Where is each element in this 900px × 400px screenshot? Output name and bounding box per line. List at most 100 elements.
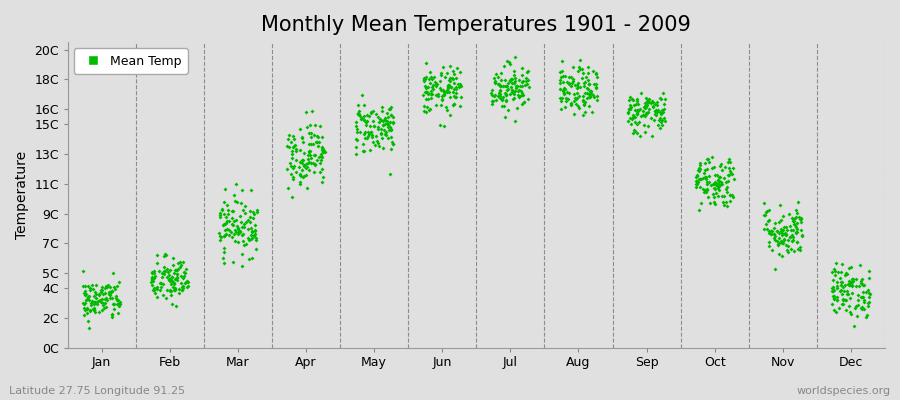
Point [644, 115, 658, 121]
Point [351, 111, 365, 117]
Point [705, 154, 719, 160]
Point [426, 86, 440, 92]
Point [700, 180, 715, 187]
Point [845, 277, 859, 284]
Point [435, 97, 449, 104]
Point [233, 212, 248, 219]
Point [641, 123, 655, 129]
Point [425, 76, 439, 83]
Point [436, 86, 450, 93]
Point [144, 273, 158, 280]
Point [446, 68, 460, 74]
Point [576, 92, 590, 99]
Point [485, 92, 500, 98]
Point [581, 80, 596, 87]
Point [584, 109, 598, 116]
Point [842, 282, 857, 288]
Point [309, 162, 323, 169]
Point [706, 194, 721, 200]
Point [176, 275, 191, 281]
Point [424, 95, 438, 101]
Point [491, 74, 506, 80]
Point [786, 237, 800, 244]
Point [372, 143, 386, 150]
Point [101, 282, 115, 289]
Point [515, 101, 529, 107]
Point [553, 80, 567, 86]
Point [793, 216, 807, 222]
Point [381, 122, 395, 128]
Point [446, 92, 461, 99]
Point [784, 246, 798, 252]
Point [772, 219, 787, 225]
Point [834, 269, 849, 276]
Point [638, 103, 652, 110]
Point [565, 76, 580, 82]
Point [249, 246, 264, 253]
Point [173, 264, 187, 270]
Point [626, 114, 640, 120]
Point [582, 91, 597, 97]
Point [92, 292, 106, 298]
Point [590, 70, 604, 77]
Point [95, 284, 110, 290]
Point [692, 206, 706, 213]
Point [382, 106, 396, 113]
Point [492, 81, 507, 88]
Point [283, 160, 297, 166]
Point [446, 70, 461, 77]
Point [712, 178, 726, 184]
Point [111, 310, 125, 316]
Point [244, 187, 258, 193]
Point [516, 78, 530, 84]
Point [712, 174, 726, 180]
Point [837, 288, 851, 294]
Point [517, 98, 531, 105]
Point [447, 86, 462, 92]
Point [842, 294, 857, 301]
Point [623, 106, 637, 112]
Point [775, 230, 789, 237]
Point [150, 252, 165, 258]
Point [364, 129, 378, 136]
Point [313, 169, 328, 176]
Point [559, 98, 573, 104]
Point [506, 96, 520, 102]
Point [839, 307, 853, 314]
Point [699, 174, 714, 180]
Point [435, 87, 449, 94]
Point [292, 172, 307, 178]
Point [493, 88, 508, 94]
Point [418, 78, 432, 84]
Point [501, 86, 516, 92]
Point [786, 217, 800, 224]
Point [161, 269, 176, 276]
Point [854, 276, 868, 282]
Point [316, 174, 330, 180]
Point [102, 289, 116, 295]
Point [96, 291, 111, 298]
Point [158, 252, 172, 259]
Point [500, 97, 514, 103]
Point [767, 225, 781, 232]
Point [564, 100, 579, 107]
Point [772, 230, 787, 236]
Point [77, 307, 92, 313]
Point [167, 287, 182, 294]
Point [435, 93, 449, 100]
Point [166, 274, 180, 280]
Point [507, 68, 521, 74]
Point [857, 306, 871, 312]
Point [501, 58, 516, 65]
Point [508, 94, 522, 101]
Point [212, 212, 227, 218]
Point [590, 97, 605, 103]
Point [626, 96, 640, 103]
Point [230, 239, 245, 246]
Point [555, 95, 570, 101]
Point [516, 91, 530, 98]
Point [621, 109, 635, 116]
Point [565, 64, 580, 70]
Point [76, 305, 91, 312]
Point [847, 323, 861, 329]
